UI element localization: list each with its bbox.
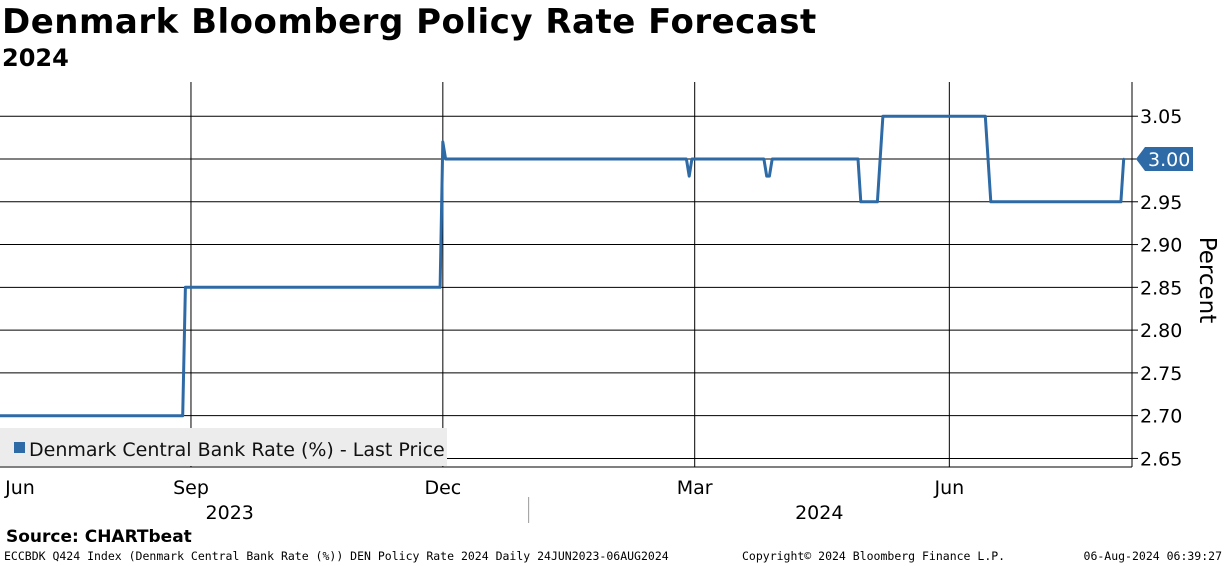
year-label: 2024 [795,502,843,524]
timestamp: 06-Aug-2024 06:39:27 [1083,549,1222,563]
legend-label: Denmark Central Bank Rate (%) - Last Pri… [29,439,445,461]
data-point [881,115,885,118]
year-label: 2023 [206,502,254,524]
data-point [184,286,187,289]
data-point [438,286,442,289]
y-axis-title: Percent [1194,237,1220,324]
data-point [765,174,768,178]
data-point [984,115,987,118]
y-tick-label: 2.95 [1140,192,1182,214]
data-point [859,200,862,203]
y-tick-label: 2.70 [1140,406,1182,428]
legend-box [0,428,447,466]
x-tick-label: Mar [677,477,713,499]
chart-title: Denmark Bloomberg Policy Rate Forecast [2,2,817,42]
data-point [1122,157,1125,161]
data-point [762,157,766,161]
x-tick-label: Dec [424,477,461,499]
data-point [685,157,688,161]
y-tick-label: 2.80 [1140,320,1182,342]
source-note: Source: CHARTbeat [6,527,192,547]
data-point [181,414,184,417]
data-point [1119,200,1123,203]
data-point [687,174,691,178]
y-tick-label: 2.65 [1140,448,1182,470]
series-line [0,114,1126,418]
y-tick-label: 2.90 [1140,235,1182,257]
data-point [989,200,993,203]
x-tick-label: Jun [4,477,35,499]
data-point [770,157,774,161]
data-point [444,157,447,161]
last-value-badge [1136,147,1193,171]
data-point [876,200,879,203]
last-value-label: 3.00 [1148,149,1190,171]
data-point [690,157,694,161]
x-tick-label: Sep [173,477,209,499]
ticker-info: ECCBDK Q424 Index (Denmark Central Bank … [4,549,669,563]
y-tick-label: 2.85 [1140,277,1182,299]
data-point [768,174,771,178]
copyright: Copyright© 2024 Bloomberg Finance L.P. [742,549,1006,563]
chart-subtitle: 2024 [2,44,69,72]
legend-swatch [14,442,25,453]
data-point [856,157,860,161]
y-tick-label: 2.75 [1140,363,1182,385]
data-point [0,414,2,417]
data-point [441,140,445,144]
x-tick-label: Jun [933,477,964,499]
y-tick-label: 3.05 [1140,106,1182,128]
